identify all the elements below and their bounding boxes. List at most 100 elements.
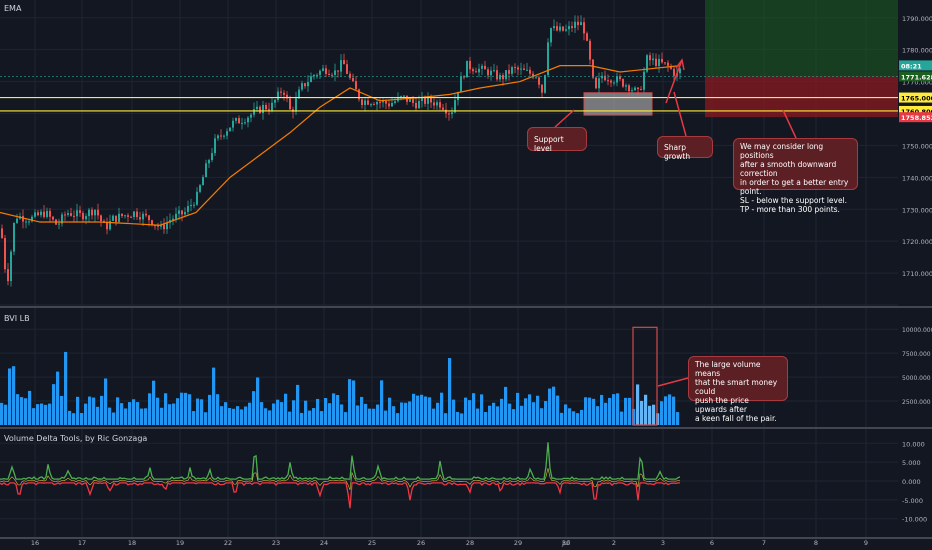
volume-bar	[532, 402, 536, 425]
candle-body	[7, 269, 9, 282]
candle-body	[412, 99, 414, 103]
candle-body	[382, 100, 384, 103]
x-tick-label: 30	[562, 539, 570, 547]
candle-body	[142, 213, 144, 220]
candle-body	[484, 65, 486, 70]
candle-body	[337, 70, 339, 72]
candle-body	[652, 58, 654, 61]
candle-body	[127, 215, 129, 217]
x-tick-label: 2	[612, 539, 616, 547]
volume-bar	[652, 404, 656, 425]
sharp-growth-pointer	[673, 91, 687, 137]
candle-body	[541, 84, 543, 93]
volume-bar	[176, 398, 180, 425]
candle-body	[649, 55, 651, 61]
candle-body	[205, 163, 207, 178]
candle-body	[523, 68, 525, 70]
candle-body	[496, 70, 498, 80]
candle-body	[409, 99, 411, 102]
candle-body	[478, 68, 480, 73]
volume-bar	[660, 401, 664, 425]
stop-level-tag-bg	[899, 112, 932, 123]
x-tick-label: 25	[368, 539, 376, 547]
candle-body	[544, 75, 546, 93]
x-tick-label: 23	[272, 539, 280, 547]
ema-indicator-label[interactable]: EMA	[4, 4, 22, 13]
volume-tick-label: 7500.000	[902, 351, 931, 358]
candle-body	[619, 76, 621, 80]
volume-bar	[272, 403, 276, 425]
candle-body	[469, 60, 471, 70]
volume-bar	[460, 413, 464, 425]
candle-body	[655, 58, 657, 66]
candle-body	[520, 68, 522, 70]
growth-arrow-head	[675, 58, 685, 71]
volume-bars	[0, 326, 680, 426]
price-tick-label: 1770.000	[902, 79, 932, 87]
volume-bar	[80, 412, 84, 425]
volume-bar	[152, 380, 156, 425]
candle-body	[568, 26, 570, 30]
candle-body	[604, 75, 606, 81]
candle-body	[361, 99, 363, 105]
candle-body	[631, 90, 633, 92]
candle-body	[367, 100, 369, 105]
candle-body	[268, 109, 270, 111]
volume-bar	[392, 406, 396, 425]
volume-bar	[104, 378, 108, 425]
candle-body	[421, 97, 423, 101]
candle-body	[481, 65, 483, 69]
volume-indicator-label[interactable]: BVI LB	[4, 314, 30, 323]
volume-bar	[188, 394, 192, 425]
volume-bar	[168, 404, 172, 425]
volume-bar	[264, 408, 268, 425]
volume-bar	[180, 392, 184, 425]
candle-body	[334, 70, 336, 76]
volume-bar	[568, 408, 572, 425]
candle-body	[493, 70, 495, 72]
candle-body	[322, 68, 324, 71]
candle-body	[160, 224, 162, 227]
delta-indicator-label[interactable]: Volume Delta Tools, by Ric Gonzaga	[4, 434, 148, 443]
x-tick-label: 24	[320, 539, 328, 547]
volume-bar	[528, 394, 532, 425]
candle-body	[187, 206, 189, 212]
candle-body	[13, 222, 15, 252]
volume-bar	[412, 393, 416, 425]
volume-bar	[260, 402, 264, 425]
x-tick-label: 7	[762, 539, 766, 547]
candle-body	[595, 77, 597, 89]
volume-bar	[340, 404, 344, 425]
volume-bar	[556, 395, 560, 425]
candle-body	[451, 112, 453, 115]
volume-bar	[592, 398, 596, 425]
volume-tick-label: 10000.000	[902, 327, 932, 334]
volume-bar	[648, 405, 652, 425]
delta-tick-label: -10.000	[902, 516, 927, 524]
candle-body	[301, 83, 303, 90]
volume-bar	[464, 397, 468, 425]
candle-body	[277, 91, 279, 100]
volume-bar	[292, 400, 296, 425]
volume-bar	[100, 395, 104, 425]
candle-body	[583, 22, 585, 34]
volume-bar	[536, 395, 540, 425]
x-tick-label: 29	[514, 539, 522, 547]
volume-bar	[124, 408, 128, 425]
volume-bar	[368, 408, 372, 425]
candle-body	[331, 74, 333, 76]
x-tick-label: 18	[128, 539, 136, 547]
candle-body	[130, 216, 132, 218]
candle-body	[601, 75, 603, 79]
candle-body	[514, 67, 516, 69]
candle-body	[424, 97, 426, 104]
candle-body	[247, 117, 249, 123]
volume-bar	[344, 412, 348, 425]
candle-body	[352, 77, 354, 82]
volume-bar	[8, 368, 12, 425]
candle-body	[73, 215, 75, 217]
x-tick-label: 6	[710, 539, 714, 547]
candle-body	[235, 118, 237, 121]
price-tick-label: 1720.000	[902, 238, 932, 246]
